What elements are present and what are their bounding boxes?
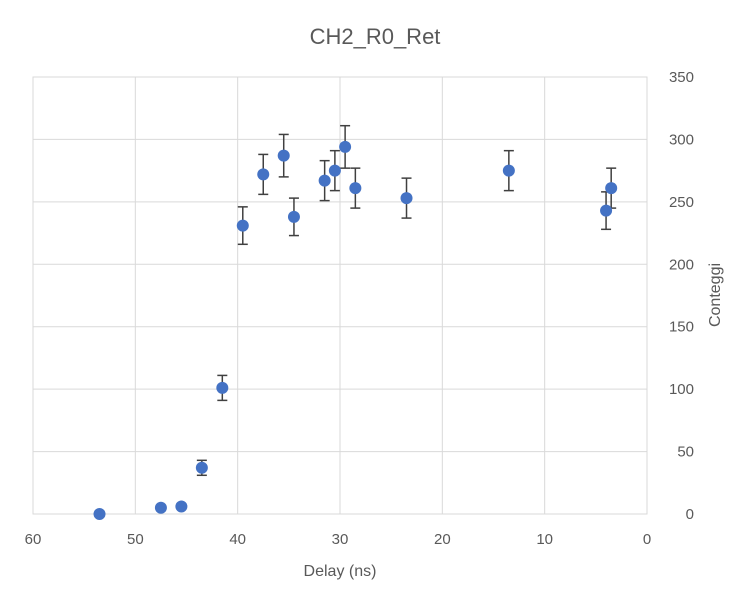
x-tick-label: 0 (643, 531, 651, 548)
chart-title: CH2_R0_Ret (310, 24, 441, 49)
x-axis-label: Delay (ns) (304, 563, 377, 580)
data-point (600, 204, 613, 217)
point-layer (93, 140, 618, 520)
y-tick-label: 300 (669, 131, 694, 148)
x-tick-label: 10 (536, 531, 553, 548)
data-point (502, 164, 515, 177)
x-tick-label: 40 (229, 531, 246, 548)
data-point (236, 219, 249, 232)
data-point (339, 140, 352, 153)
x-tick-label: 20 (434, 531, 451, 548)
data-point (400, 192, 413, 205)
y-tick-label: 0 (686, 506, 694, 523)
y-tick-label: 100 (669, 381, 694, 398)
y-tick-label: 350 (669, 69, 694, 86)
x-tick-label: 30 (332, 531, 349, 548)
data-point (605, 182, 618, 195)
grid-layer (32, 76, 648, 515)
data-point (318, 174, 331, 187)
data-point (175, 500, 188, 513)
y-tick-label: 200 (669, 256, 694, 273)
y-tick-label: 150 (669, 319, 694, 336)
data-point (154, 501, 167, 514)
data-point (287, 210, 300, 223)
y-tick-label: 50 (677, 444, 694, 461)
x-tick-label: 60 (25, 531, 42, 548)
x-tick-label: 50 (127, 531, 144, 548)
data-point (195, 461, 208, 474)
data-point (257, 168, 270, 181)
y-axis-label: Conteggi (707, 263, 724, 327)
data-point (93, 508, 106, 520)
data-point (328, 164, 341, 177)
data-point (349, 182, 362, 195)
y-tick-label: 250 (669, 194, 694, 211)
data-point (216, 381, 229, 394)
data-point (277, 149, 290, 162)
